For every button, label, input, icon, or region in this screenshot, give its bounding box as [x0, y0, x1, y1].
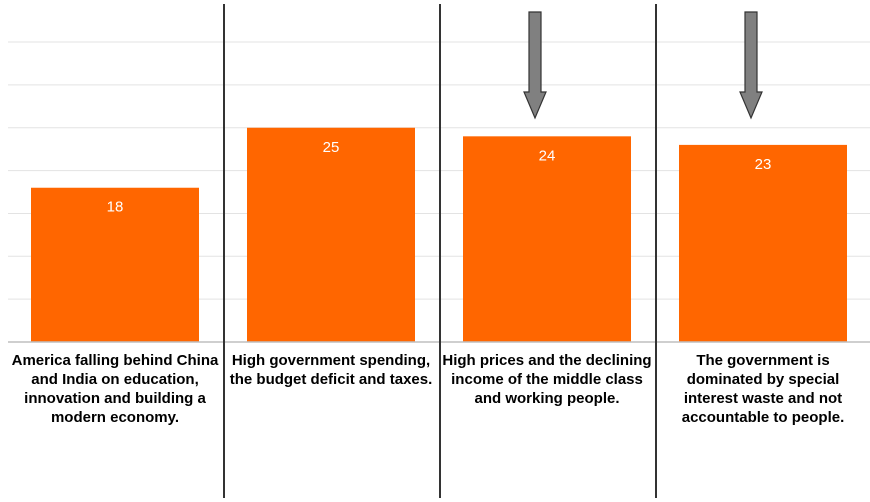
category-label: The government is dominated by special i…: [681, 352, 845, 426]
bar: [247, 127, 415, 342]
data-label: 24: [539, 147, 556, 164]
down-arrow-icon: [523, 11, 547, 120]
bars: [31, 127, 847, 342]
bar: [679, 144, 847, 342]
data-labels: 18 25 24 23: [107, 139, 772, 216]
highlight-arrows: [523, 11, 763, 120]
bar: [463, 136, 631, 342]
data-label: 23: [755, 156, 772, 173]
bar: [31, 187, 199, 342]
data-label: 25: [323, 139, 340, 156]
category-label: High government spending, the budget def…: [229, 352, 433, 388]
category-label: High prices and the declining income of …: [442, 352, 652, 407]
column-dividers: [223, 4, 657, 498]
down-arrow-icon: [739, 11, 763, 120]
data-label: 18: [107, 199, 124, 216]
category-label: America falling behind China and India o…: [11, 352, 219, 426]
